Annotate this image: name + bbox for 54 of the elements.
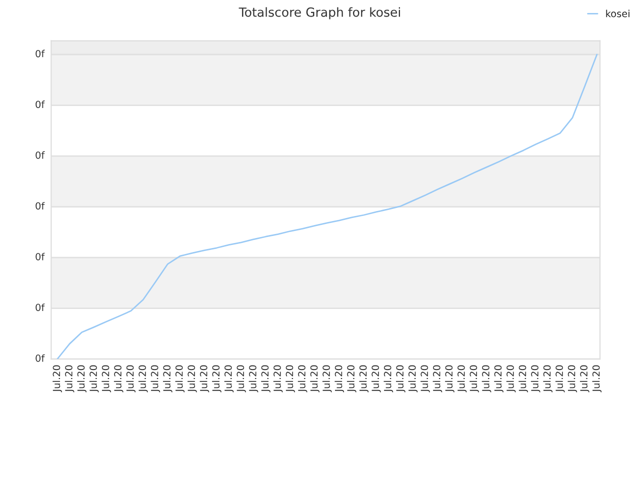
text: 0f: [36, 202, 45, 210]
x-tick-label: Jul.20: [334, 365, 344, 392]
x-tick-label: Jul.20: [470, 365, 479, 392]
text: 0f: [36, 151, 45, 159]
x-tick-label: Jul.20: [114, 365, 124, 392]
x-tick-label: Jul.20: [322, 365, 332, 392]
x-tick-label: Jul.20: [494, 365, 504, 392]
x-tick-label: Jul.20: [543, 365, 553, 392]
text: 0f: [36, 304, 45, 312]
text: 0f: [36, 354, 45, 362]
x-tick-label: Jul.20: [52, 365, 62, 392]
x-tick-label: Jul.20: [200, 365, 210, 392]
x-tick-label: Jul.20: [175, 365, 185, 392]
x-tick-label: Jul.20: [445, 365, 454, 392]
x-tick-label: Jul.20: [298, 365, 308, 392]
x-tick-label: Jul.20: [580, 365, 590, 392]
x-tick-label: Jul.20: [592, 365, 602, 392]
x-tick-label: Jul.20: [359, 365, 369, 392]
text: 0f: [36, 100, 45, 108]
x-tick-label: Jul.20: [102, 365, 112, 392]
x-tick-label: Jul.20: [286, 365, 295, 392]
x-tick-label: Jul.20: [384, 365, 394, 392]
x-tick-label: Jul.20: [64, 365, 74, 392]
x-tick-label: Jul.20: [77, 365, 86, 392]
chart-title: Totalscore Graph for kosei: [238, 7, 400, 20]
text: 0f: [36, 50, 45, 58]
x-tick-label: Jul.20: [396, 365, 406, 392]
x-tick-label: Jul.20: [150, 365, 160, 392]
x-tick-label: Jul.20: [188, 365, 197, 392]
x-tick-label: Jul.20: [224, 365, 234, 392]
x-tick-label: Jul.20: [236, 365, 246, 392]
x-tick-label: Jul.20: [89, 365, 99, 392]
x-tick-label: Jul.20: [457, 365, 467, 392]
x-tick-label: Jul.20: [261, 365, 270, 392]
legend-label: kosei: [606, 10, 630, 18]
text: 0f: [36, 252, 45, 260]
x-tick-label: Jul.20: [126, 365, 136, 392]
x-tick-label: Jul.20: [530, 365, 540, 392]
x-tick-label: Jul.20: [555, 365, 565, 392]
x-tick-label: Jul.20: [518, 365, 528, 392]
x-tick-label: Jul.20: [248, 365, 258, 392]
x-tick-label: Jul.20: [482, 365, 492, 392]
x-tick-label: Jul.20: [163, 365, 172, 392]
x-tick-label: Jul.20: [310, 365, 320, 392]
x-tick-label: Jul.20: [371, 365, 381, 392]
x-tick-label: Jul.20: [212, 365, 222, 392]
x-tick-label: Jul.20: [568, 365, 578, 392]
x-tick-label: Jul.20: [432, 365, 442, 392]
x-tick-label: Jul.20: [408, 365, 418, 392]
x-tick-label: Jul.20: [273, 365, 283, 392]
x-tick-label: Jul.20: [420, 365, 430, 392]
x-tick-label: Jul.20: [346, 365, 356, 392]
x-tick-label: Jul.20: [138, 365, 148, 392]
x-tick-label: Jul.20: [506, 365, 516, 392]
